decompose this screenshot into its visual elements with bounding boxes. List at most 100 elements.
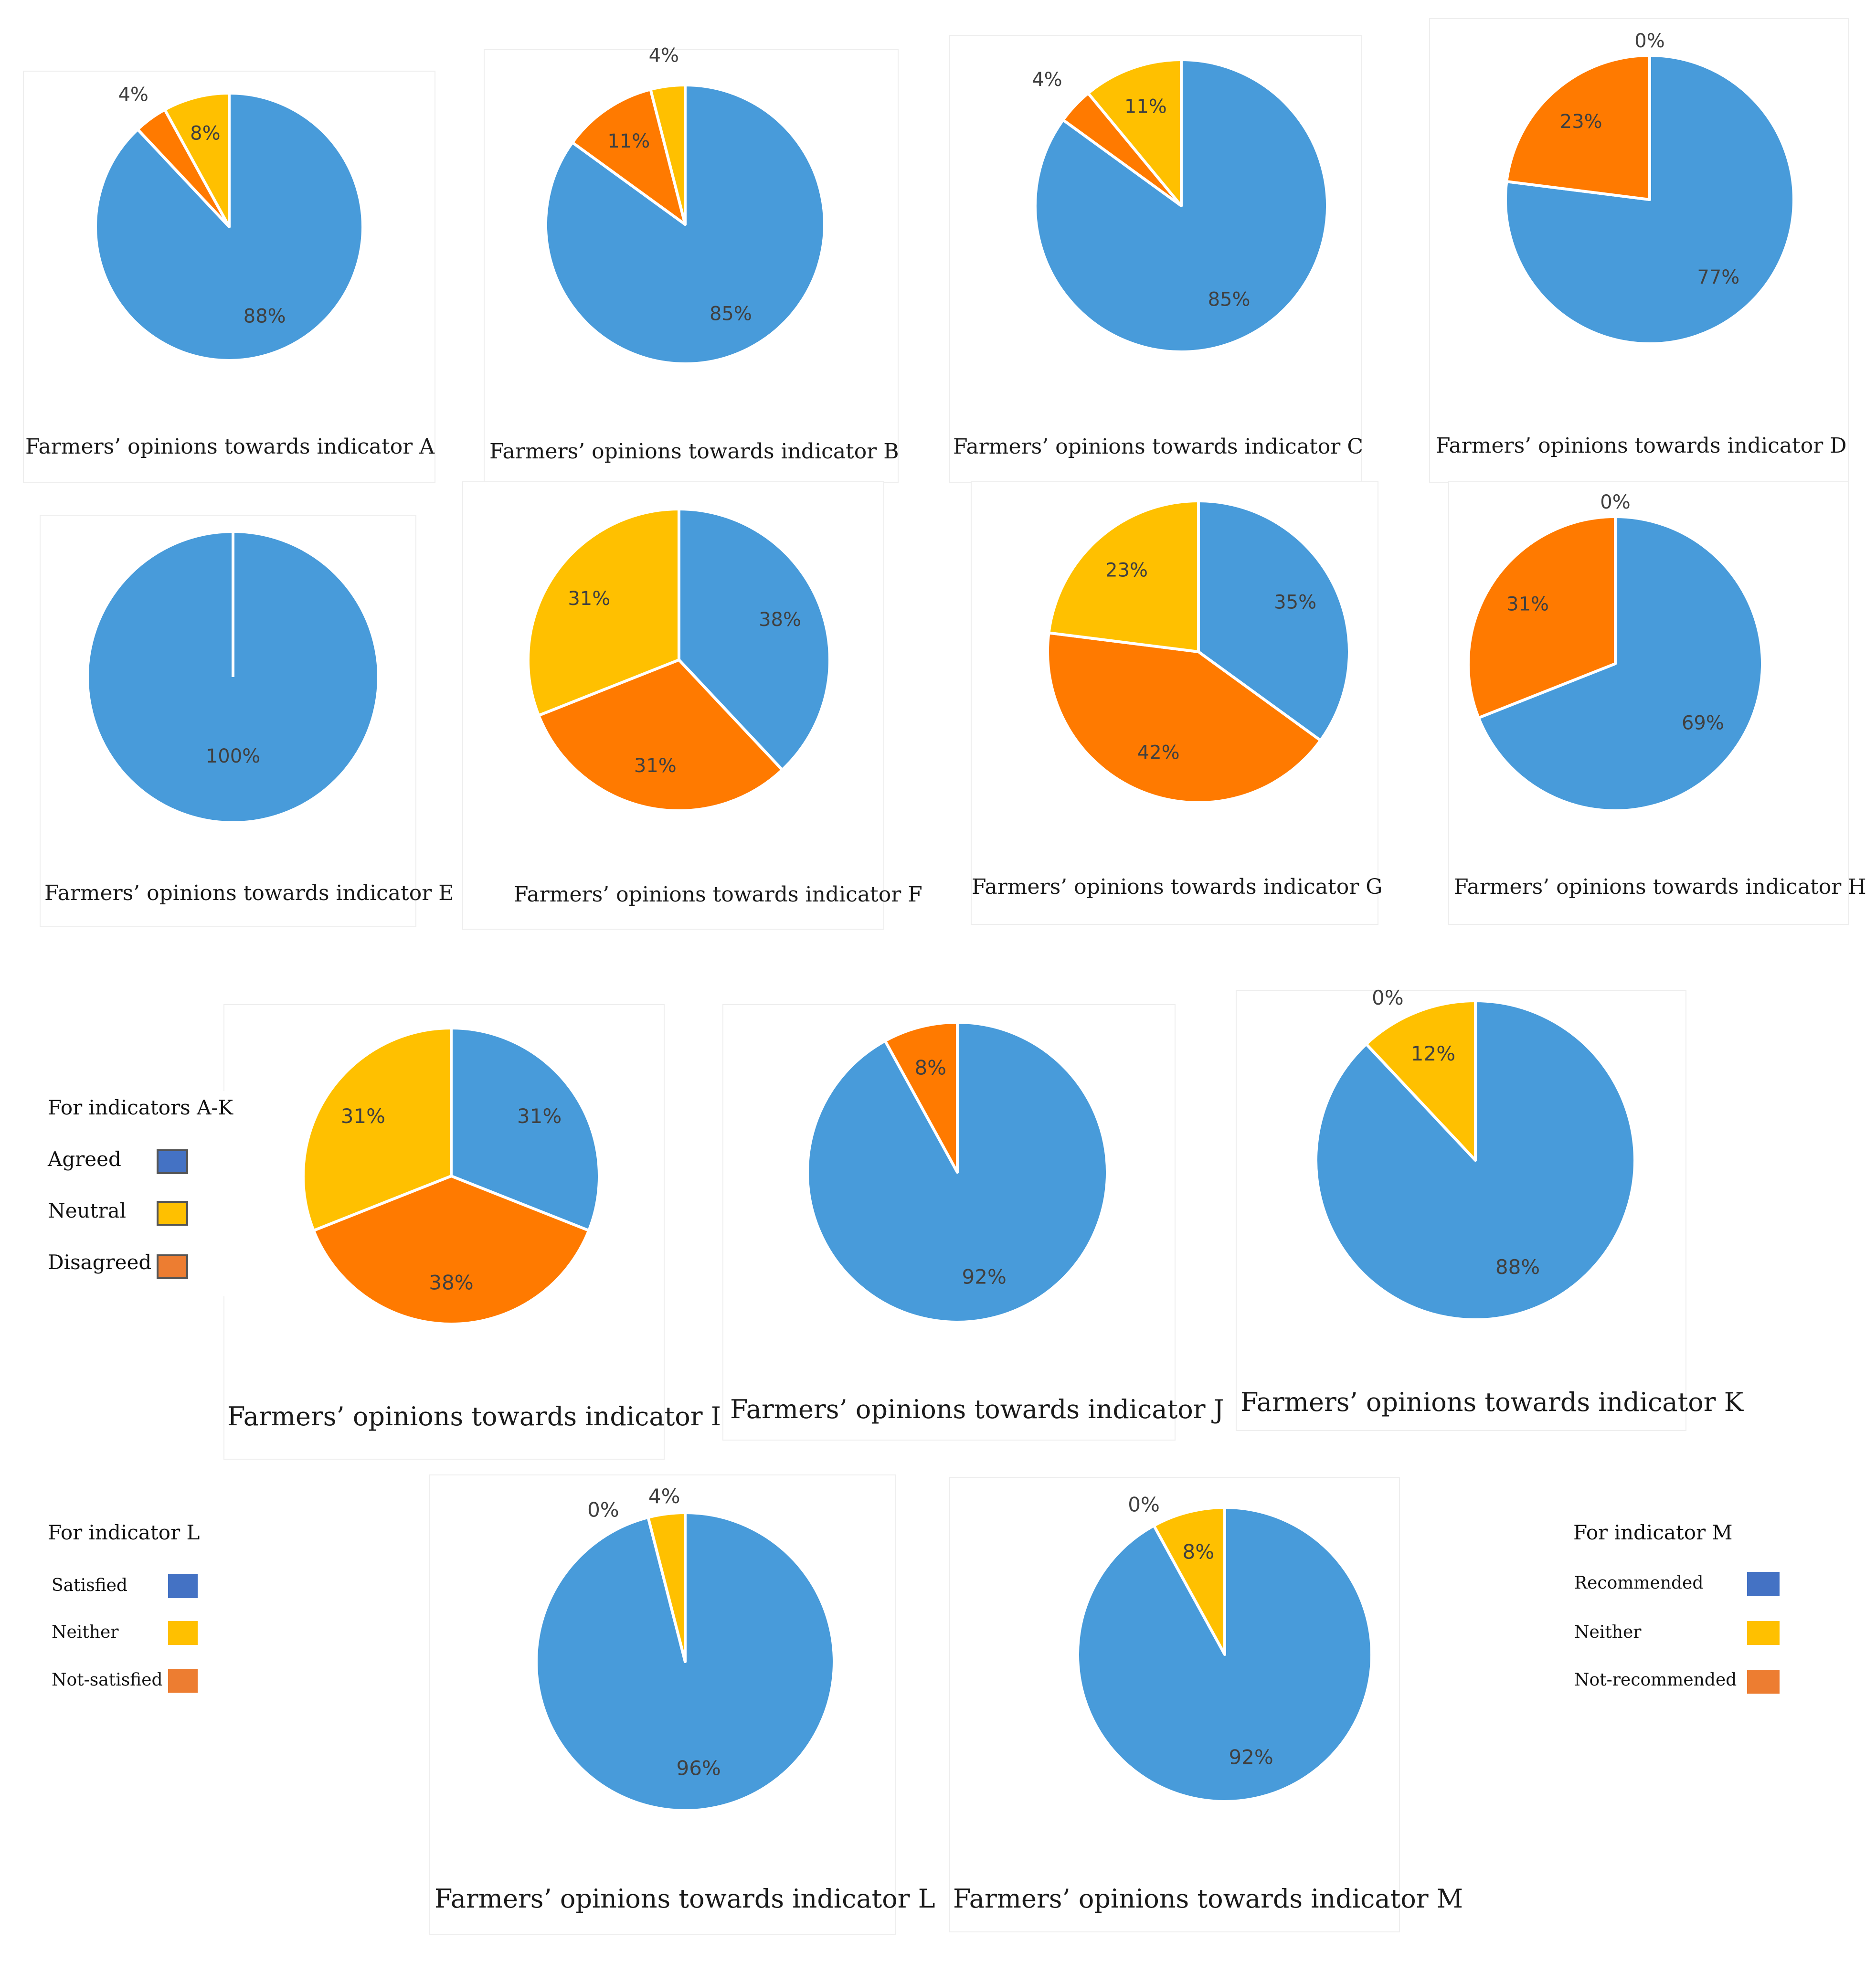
data-label-i-disagreed: 38%: [429, 1271, 473, 1294]
data-label-f-disagreed: 31%: [634, 755, 677, 777]
data-label-c-neutral: 11%: [1124, 96, 1167, 118]
legend-swatch-agreed: [157, 1149, 188, 1174]
legend-label-neutral: Neutral: [48, 1199, 127, 1222]
pie-chart-f: 38% 31% 31%: [527, 508, 831, 812]
slice-g-agreed: [1197, 499, 1351, 742]
data-label-k-neutral: 12%: [1411, 1042, 1455, 1065]
pie-chart-g: 35% 42% 23%: [1046, 499, 1351, 804]
data-label-a-agreed: 88%: [244, 305, 286, 327]
legend-label-recommended: Recommended: [1574, 1573, 1704, 1593]
pie-panel-h: 69% 31% 0% Farmers’ opinions towards indic…: [1449, 482, 1866, 924]
legend-indicators-a-k: For indicators A-K Agreed Neutral Disagr…: [43, 1091, 233, 1296]
slice-i-agreed: [450, 1027, 601, 1232]
pie-chart-a: 88% 4% 8%: [94, 84, 364, 362]
data-label-m-not-recommended: 0%: [1128, 1493, 1160, 1516]
pie-panel-l: 96% 0% 4% Farmers’ opinions towards indica…: [430, 1475, 935, 1934]
pie-panel-c: 85% 4% 11% Farmers’ opinions towards indic…: [950, 36, 1363, 482]
chart-title-m: Farmers’ opinions towards indicator M: [953, 1884, 1463, 1914]
pie-panel-g: 35% 42% 23% Farmers’ opinions towards indi…: [972, 482, 1382, 924]
pie-chart-c: 85% 4% 11%: [1032, 58, 1329, 353]
data-label-g-agreed: 35%: [1274, 592, 1316, 614]
data-label-a-neutral: 8%: [190, 123, 220, 145]
legend-title: For indicators A-K: [48, 1096, 233, 1119]
data-label-i-neutral: 31%: [341, 1104, 385, 1128]
legend-swatch-satisfied: [166, 1572, 200, 1600]
slice-b-disagreed: [571, 88, 687, 226]
slice-m-neither: [1152, 1506, 1226, 1656]
slice-f-agreed: [678, 508, 831, 772]
legend-label-not-satisfied: Not-satisfied: [52, 1670, 163, 1690]
slice-c-neutral: [1086, 58, 1183, 207]
slice-b-neutral: [649, 84, 687, 226]
legend-swatch-not-satisfied: [166, 1667, 200, 1695]
slice-g-neutral: [1047, 499, 1200, 653]
pie-panel-f: 38% 31% 31% Farmers’ opinions towards indi…: [463, 482, 922, 929]
slice-i-neutral: [302, 1027, 453, 1232]
data-label-b-neutral: 4%: [649, 45, 679, 67]
data-label-l-not-satisfied: 0%: [587, 1498, 619, 1521]
legend-swatch-recommended: [1745, 1570, 1781, 1598]
data-label-a-disagreed: 4%: [118, 84, 148, 106]
legend-label-satisfied: Satisfied: [52, 1576, 127, 1595]
chart-title-k: Farmers’ opinions towards indicator K: [1240, 1387, 1744, 1417]
chart-title-i: Farmers’ opinions towards indicator I: [227, 1401, 721, 1431]
data-label-l-satisfied: 96%: [676, 1756, 721, 1780]
data-label-h-disagreed: 31%: [1506, 593, 1549, 615]
legend-indicator-l: For indicator L Satisfied Neither Not-sa…: [43, 1516, 215, 1697]
data-label-k-disagreed: 0%: [1372, 986, 1404, 1009]
chart-title-c: Farmers’ opinions towards indicator C: [953, 435, 1363, 459]
data-label-b-disagreed: 11%: [607, 130, 650, 152]
chart-title-d: Farmers’ opinions towards indicator D: [1436, 434, 1847, 458]
data-label-c-disagreed: 4%: [1032, 69, 1062, 91]
data-label-m-neither: 8%: [1183, 1540, 1215, 1564]
legend-label-disagreed: Disagreed: [48, 1251, 152, 1274]
legend-label-neither: Neither: [1574, 1622, 1642, 1642]
pie-panel-i: 31% 38% 31% Farmers’ opinions towards indi…: [224, 1005, 721, 1459]
data-label-h-agreed: 69%: [1682, 712, 1724, 734]
legend-swatch-neither: [166, 1619, 200, 1647]
data-label-e-agreed: 100%: [206, 745, 260, 767]
data-label-m-recommended: 92%: [1229, 1745, 1273, 1769]
pie-panel-a: 88% 4% 8% Farmers’ opinions towards indica…: [24, 72, 435, 482]
data-label-d-neutral: 0%: [1634, 30, 1664, 52]
slice-d-disagreed: [1505, 54, 1651, 201]
slice-h-disagreed: [1467, 515, 1617, 720]
pie-chart-d: 77% 23% 0%: [1504, 30, 1795, 345]
chart-title-a: Farmers’ opinions towards indicator A: [25, 435, 435, 459]
data-label-b-agreed: 85%: [710, 303, 752, 325]
slice-j-disagreed: [883, 1021, 959, 1174]
pie-panel-j: 92% 8% Farmers’ opinions towards indicato…: [723, 1005, 1224, 1440]
pie-panel-k: 88% 0% 12% Farmers’ opinions towards indic…: [1237, 986, 1743, 1430]
data-label-f-agreed: 38%: [759, 609, 801, 631]
slice-h-agreed: [1477, 515, 1764, 812]
chart-title-l: Farmers’ opinions towards indicator L: [435, 1884, 935, 1914]
data-label-g-neutral: 23%: [1105, 559, 1148, 581]
pie-panel-d: 77% 23% 0% Farmers’ opinions towards indic…: [1430, 19, 1848, 482]
chart-title-b: Farmers’ opinions towards indicator B: [489, 439, 899, 464]
chart-title-h: Farmers’ opinions towards indicator H: [1454, 875, 1866, 899]
legend-label-neither: Neither: [52, 1622, 119, 1642]
legend-title: For indicator M: [1573, 1521, 1733, 1544]
legend-title: For indicator L: [48, 1521, 200, 1544]
chart-title-g: Farmers’ opinions towards indicator G: [972, 875, 1383, 899]
legend-swatch-not-recommended: [1745, 1668, 1781, 1696]
pie-chart-j: 92% 8%: [806, 1021, 1109, 1324]
data-label-g-disagreed: 42%: [1137, 742, 1180, 764]
pie-chart-e: 100%: [89, 533, 377, 821]
pie-chart-h: 69% 31% 0%: [1467, 491, 1764, 812]
pie-chart-b: 85% 11% 4%: [544, 45, 826, 365]
data-label-j-disagreed: 8%: [914, 1056, 946, 1080]
pie-chart-m: 92% 0% 8%: [1076, 1493, 1373, 1803]
chart-title-e: Farmers’ opinions towards indicator E: [44, 881, 454, 905]
chart-title-j: Farmers’ opinions towards indicator J: [730, 1394, 1224, 1424]
data-label-k-agreed: 88%: [1495, 1255, 1540, 1279]
data-label-j-agreed: 92%: [962, 1265, 1007, 1288]
pie-panel-m: 92% 0% 8% Farmers’ opinions towards indica…: [950, 1478, 1463, 1931]
legend-swatch-neither: [1745, 1619, 1781, 1647]
legend-swatch-neutral: [157, 1201, 188, 1226]
pie-panel-b: 85% 11% 4% Farmers’ opinions towards indic…: [485, 45, 899, 482]
data-label-i-agreed: 31%: [517, 1104, 562, 1128]
slice-i-disagreed: [312, 1175, 591, 1325]
slice-f-disagreed: [537, 658, 784, 812]
pie-chart-k: 88% 0% 12%: [1314, 986, 1636, 1321]
